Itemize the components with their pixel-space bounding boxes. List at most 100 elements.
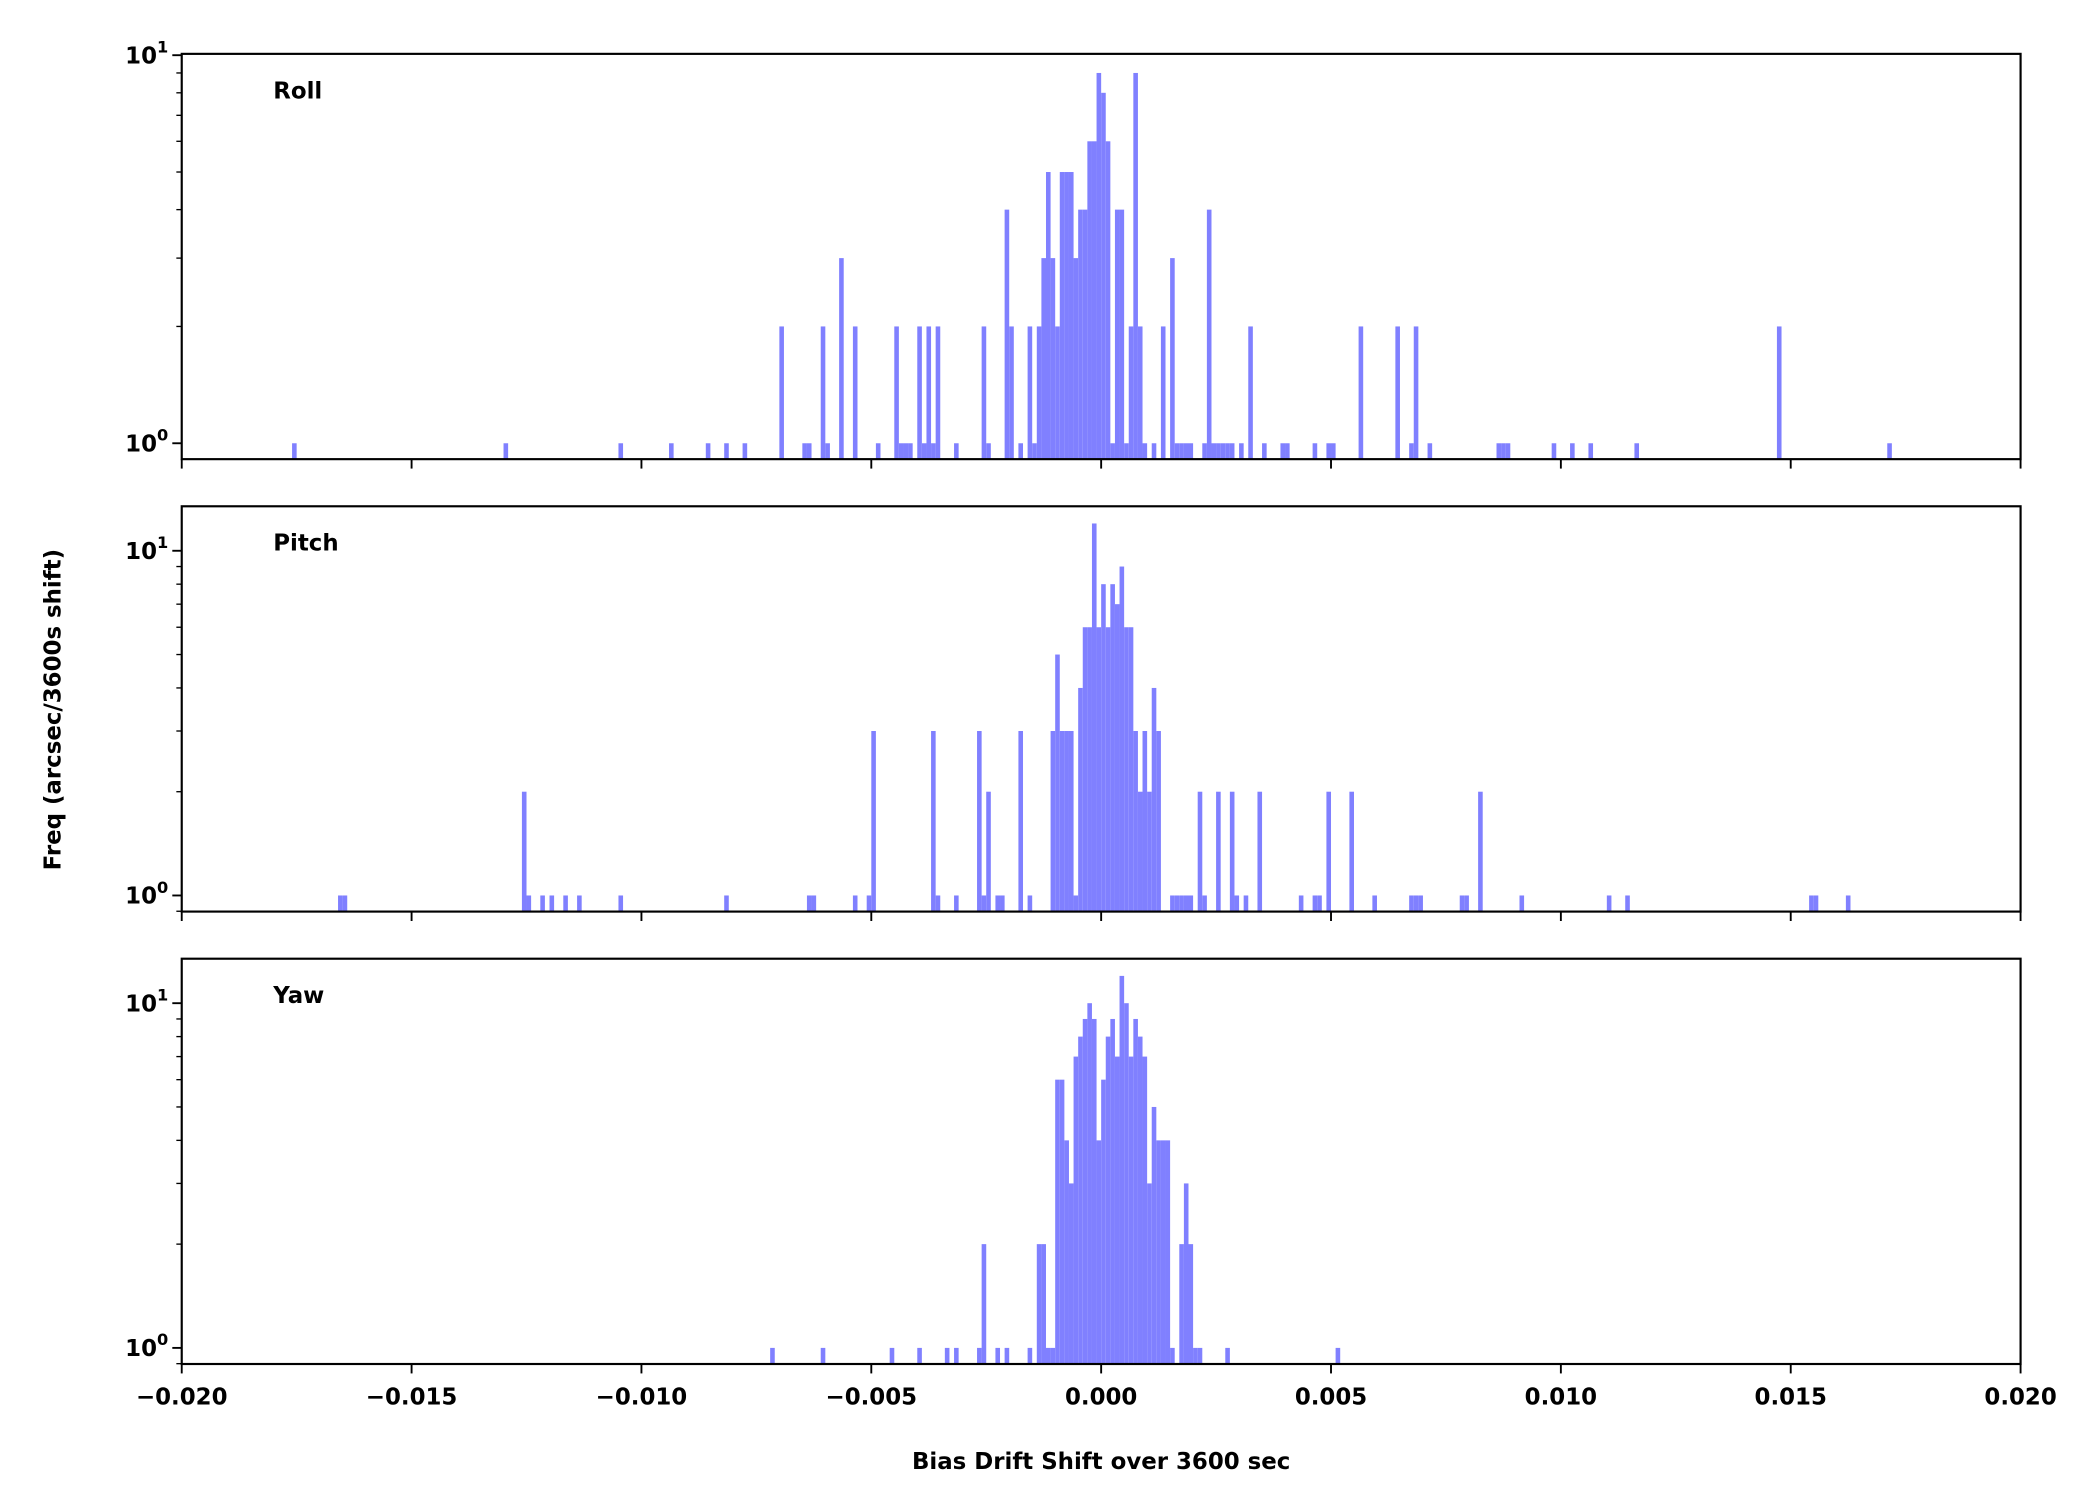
histogram-bar [1110, 584, 1115, 912]
x-tick-label: 0.000 [1065, 1384, 1137, 1410]
y-axis-label: Freq (arcsec/3600s shift) [41, 549, 67, 870]
x-tick-label: −0.020 [136, 1384, 228, 1410]
histogram-bar [1505, 443, 1511, 460]
histogram-bar [1183, 895, 1189, 912]
histogram-bar [503, 443, 509, 460]
histogram-bar [1142, 1056, 1148, 1365]
y-tick-label: 100 [125, 1330, 168, 1362]
histogram-bar [1124, 1003, 1129, 1365]
panel-title: Pitch [273, 531, 338, 557]
histogram-bar [1059, 731, 1065, 912]
histogram-bar [1179, 1244, 1184, 1365]
histogram-bar [1110, 1018, 1115, 1365]
histogram-bar [1133, 731, 1138, 912]
histogram-bar [1101, 1079, 1106, 1365]
histogram-bar [1142, 443, 1148, 460]
histogram-bar [1179, 895, 1184, 912]
histogram-bar [986, 791, 991, 912]
histogram-bar [839, 258, 844, 460]
histogram-bar [1243, 895, 1249, 912]
histogram-bar [342, 895, 348, 912]
histogram-bar [1606, 895, 1612, 912]
histogram-bar [1174, 443, 1180, 460]
histogram-bar [1197, 791, 1203, 912]
histogram-bar [1027, 326, 1033, 460]
histogram-bar [1170, 1347, 1175, 1365]
histogram-bar [917, 326, 922, 460]
histogram-bar [1096, 627, 1102, 912]
panel-title: Yaw [272, 983, 324, 1009]
histogram-bar [1101, 92, 1106, 460]
histogram-bar [1027, 895, 1033, 912]
histogram-bar [1285, 443, 1290, 460]
histogram-bar [1409, 443, 1414, 460]
histogram-bar [1188, 1244, 1194, 1365]
histogram-bar [1418, 895, 1423, 912]
histogram-bar [1211, 443, 1217, 460]
histogram-bar [1096, 1140, 1102, 1365]
histogram-bar [1179, 443, 1184, 460]
histogram-bar [669, 443, 674, 460]
histogram-bar [1188, 443, 1194, 460]
panel-pitch: 100 101 Pitch [125, 505, 2022, 922]
histogram-bar [977, 1347, 982, 1365]
histogram-bar [852, 326, 858, 460]
histogram-bar [981, 1244, 987, 1365]
x-tick-label: −0.005 [826, 1384, 918, 1410]
histogram-bar [1124, 627, 1129, 912]
histogram-bar [1128, 1056, 1134, 1365]
histogram-bar [1133, 1018, 1138, 1365]
histogram-bar [1478, 791, 1483, 912]
histogram-bar [1519, 895, 1525, 912]
y-tick-label: 100 [125, 426, 168, 458]
histogram-bar [894, 326, 899, 460]
histogram-bar [1009, 326, 1014, 460]
histogram-bar [292, 443, 297, 460]
histogram-bar [1326, 791, 1332, 912]
histogram-bar [1128, 627, 1134, 912]
histogram-bar [1776, 326, 1782, 460]
histogram-bar [981, 326, 987, 460]
histogram-bar [1018, 731, 1024, 912]
histogram-bar [770, 1347, 775, 1365]
histogram-bar [1055, 1079, 1060, 1365]
histogram-bar [1105, 141, 1111, 460]
histogram-bar [931, 731, 936, 912]
histogram-bar [926, 326, 932, 460]
histogram-bar [1050, 258, 1056, 460]
x-tick-label: 0.020 [1984, 1384, 2056, 1410]
histogram-bar [1105, 1036, 1111, 1365]
histogram-bar [1165, 1140, 1171, 1365]
histogram-bar [1128, 326, 1134, 460]
histogram-bar [1114, 209, 1120, 460]
histogram-bar [1078, 687, 1083, 912]
histogram-bar [1119, 209, 1125, 460]
x-tick-label: −0.015 [366, 1384, 458, 1410]
histogram-bar [1137, 326, 1143, 460]
histogram-bar [1225, 1347, 1230, 1365]
histogram-bar [1124, 443, 1129, 460]
histogram-bar [977, 731, 982, 912]
histogram-bar [820, 1347, 826, 1365]
histogram-bar [986, 443, 991, 460]
histogram-bar [944, 1347, 950, 1365]
histogram-bar [981, 895, 987, 912]
histogram-bar [1041, 1244, 1046, 1365]
y-tick-label: 101 [125, 533, 168, 565]
histogram-bar [871, 731, 876, 912]
histogram-bar [1298, 895, 1304, 912]
histogram-bar [1183, 443, 1189, 460]
histogram-bar [1101, 584, 1106, 912]
histogram-bar [1045, 1347, 1051, 1365]
histogram-bar [618, 895, 624, 912]
histogram-bar [889, 1347, 895, 1365]
histogram-bar [521, 791, 527, 912]
histogram-bar [1220, 443, 1226, 460]
histogram-bar [1170, 895, 1175, 912]
histogram-bar [1114, 604, 1120, 912]
histogram-bar [577, 895, 582, 912]
histogram-bar [1036, 326, 1042, 460]
histogram-bar [1229, 791, 1235, 912]
histogram-bar [1174, 895, 1180, 912]
